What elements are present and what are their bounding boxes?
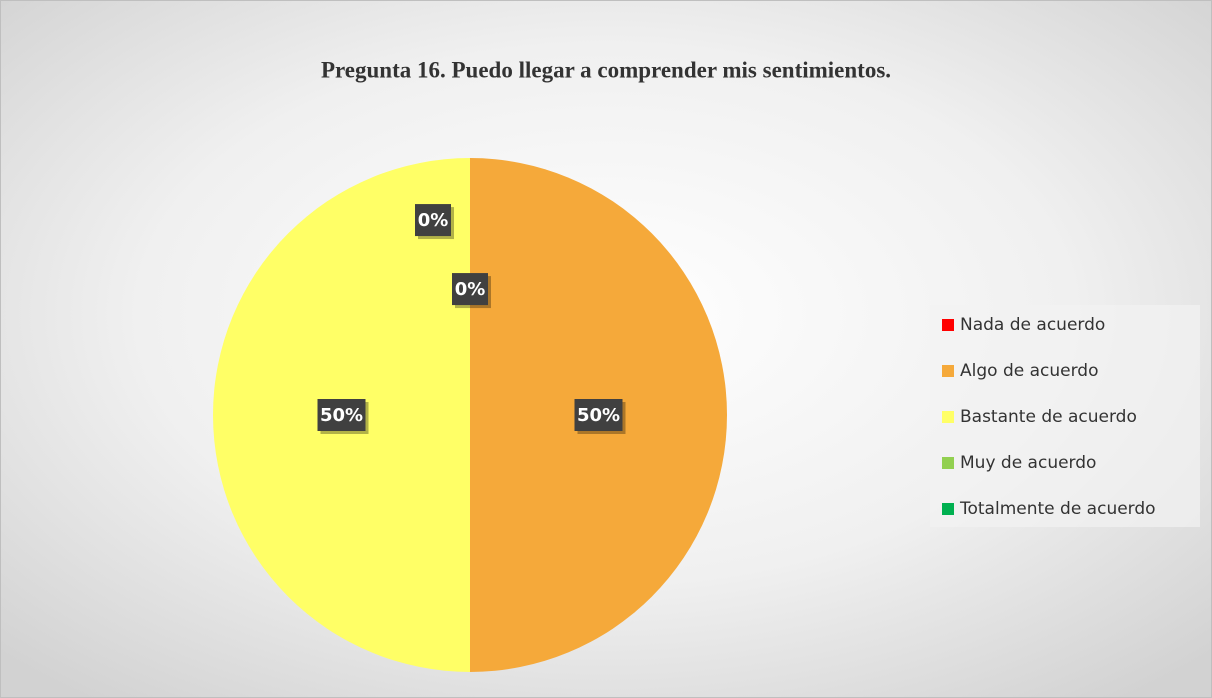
legend-label: Muy de acuerdo bbox=[960, 453, 1096, 473]
data-label: 0% bbox=[455, 279, 486, 300]
legend-label: Totalmente de acuerdo bbox=[959, 499, 1156, 519]
data-label: 50% bbox=[320, 405, 363, 426]
data-label-box bbox=[415, 204, 451, 237]
data-label: 0% bbox=[418, 210, 449, 231]
data-label: 50% bbox=[577, 405, 620, 426]
data-label-box bbox=[574, 399, 623, 431]
data-label-box bbox=[452, 273, 488, 306]
legend-label: Nada de acuerdo bbox=[960, 315, 1105, 335]
legend-swatch bbox=[942, 457, 954, 469]
legend-swatch bbox=[942, 503, 954, 515]
legend-label: Algo de acuerdo bbox=[960, 361, 1098, 381]
legend-label: Bastante de acuerdo bbox=[960, 407, 1137, 427]
legend-swatch bbox=[942, 411, 954, 423]
legend-swatch bbox=[942, 319, 954, 331]
chart-title: Pregunta 16. Puedo llegar a comprender m… bbox=[321, 57, 891, 82]
legend-box bbox=[930, 305, 1200, 527]
data-label-box bbox=[317, 399, 366, 431]
legend-swatch bbox=[942, 365, 954, 377]
